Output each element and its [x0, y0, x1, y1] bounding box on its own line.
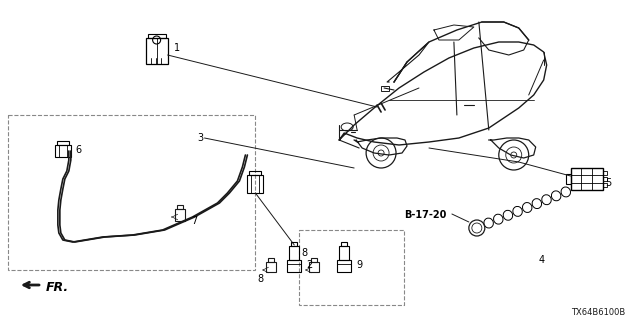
Text: 8: 8	[301, 248, 307, 258]
Text: 9: 9	[356, 260, 362, 270]
Bar	[250, 171, 261, 175]
Bar	[175, 209, 184, 221]
Bar	[602, 171, 607, 175]
Bar	[177, 205, 182, 209]
Bar	[309, 262, 319, 272]
Bar	[300, 230, 404, 305]
Bar	[266, 262, 276, 272]
Bar	[337, 260, 351, 272]
Bar	[268, 258, 275, 262]
Text: FR.: FR.	[46, 281, 69, 294]
Text: 6: 6	[76, 145, 82, 155]
Bar	[55, 145, 71, 157]
Bar	[57, 141, 69, 145]
Text: 8: 8	[257, 274, 264, 284]
Text: 2: 2	[307, 260, 312, 270]
Bar	[381, 86, 389, 91]
Text: 4: 4	[539, 255, 545, 265]
Bar	[248, 175, 264, 193]
Text: 5: 5	[605, 178, 612, 188]
Text: B-17-20: B-17-20	[404, 210, 446, 220]
Bar	[289, 246, 300, 260]
Bar	[311, 258, 317, 262]
Bar	[148, 34, 166, 38]
Bar	[146, 38, 168, 64]
Bar	[291, 242, 297, 246]
Text: 7: 7	[191, 216, 198, 226]
Bar	[339, 246, 349, 260]
Bar	[566, 174, 571, 184]
Bar	[571, 168, 602, 190]
Text: TX64B6100B: TX64B6100B	[571, 308, 625, 317]
Bar	[287, 260, 301, 272]
Bar	[602, 183, 607, 187]
Text: 3: 3	[198, 133, 204, 143]
Bar	[8, 115, 255, 270]
Bar	[602, 177, 607, 181]
Bar	[341, 242, 347, 246]
Text: 1: 1	[173, 43, 180, 53]
